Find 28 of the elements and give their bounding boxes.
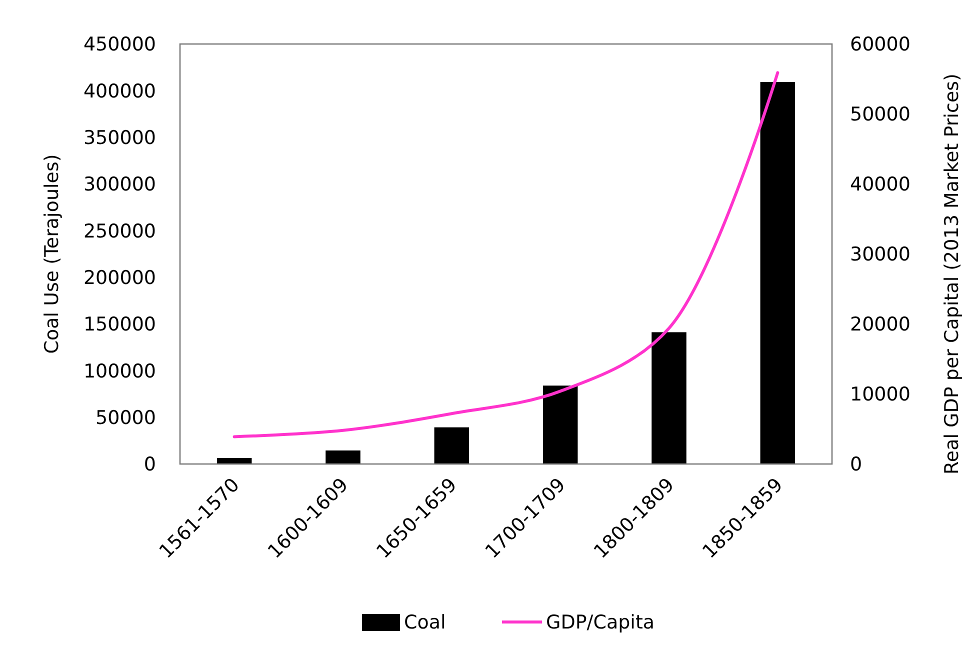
y-axis-title: Coal Use (Terajoules): [41, 154, 63, 354]
y2-tick-label: 0: [850, 454, 862, 476]
y2-tick-label: 10000: [850, 384, 910, 406]
y2-tick-label: 60000: [850, 34, 910, 56]
y-tick-label: 350000: [83, 126, 156, 149]
y-tick-label: 200000: [83, 266, 156, 289]
y-tick-label: 0: [144, 454, 156, 476]
y2-tick-label: 20000: [850, 314, 910, 336]
y2-tick-label: 50000: [850, 104, 910, 126]
bar: [542, 386, 578, 464]
bar: [434, 427, 470, 464]
legend-label: GDP/Capita: [546, 612, 655, 634]
y-tick-label: 300000: [83, 174, 156, 196]
bar: [216, 458, 252, 464]
legend-label: Coal: [404, 612, 446, 634]
y2-axis-title: Real GDP per Capital (2013 Market Prices): [941, 74, 963, 474]
y-tick-label: 150000: [83, 314, 156, 336]
line-series: [232, 71, 780, 438]
y2-tick-label: 30000: [850, 244, 910, 266]
y-tick-label: 400000: [83, 80, 156, 102]
y-tick-label: 50000: [96, 406, 156, 429]
bar: [326, 450, 360, 464]
y2-tick-label: 40000: [850, 174, 910, 196]
bar: [760, 82, 796, 464]
y-tick-label: 450000: [83, 34, 156, 56]
y-tick-label: 250000: [83, 220, 156, 242]
y-tick-label: 100000: [83, 360, 156, 382]
bar: [652, 332, 686, 464]
